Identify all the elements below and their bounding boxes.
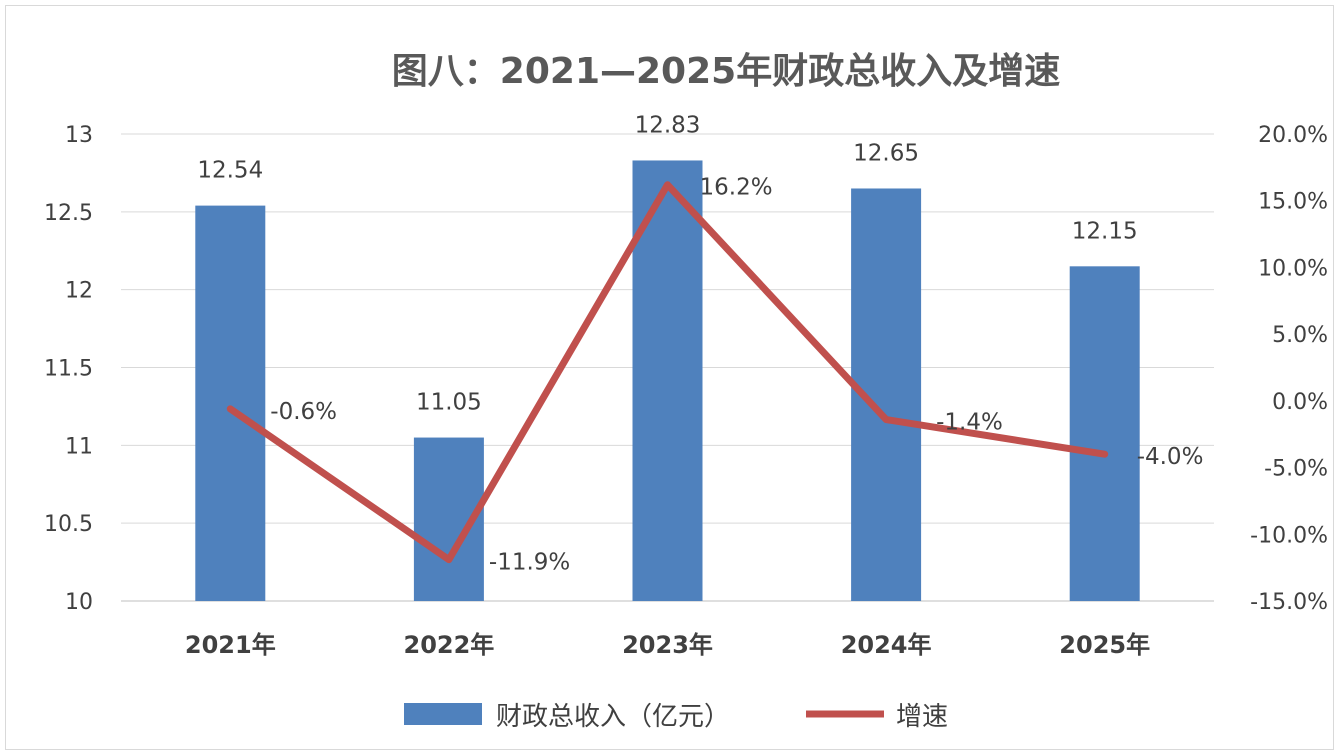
y-right-tick-label: 10.0% [1258,256,1328,281]
legend-swatch-bar [404,703,482,725]
legend-label-line: 增速 [896,702,948,732]
x-tick-label: 2023年 [622,631,713,659]
data-labels: 12.54 11.05 12.83 12.65 12.15 -0.6% -11.9% 16.2… [197,112,1203,575]
y-left-tick-label: 12 [65,279,93,304]
line-data-label: -11.9% [489,550,570,576]
axes: 10 10.5 11 11.5 12 12.5 13 -15.0% -10.0% -5.0% 0.0… [44,123,1328,659]
line-point [1102,452,1107,457]
bar-data-label: 12.83 [635,112,701,138]
line-data-label: -1.4% [936,410,1003,436]
combo-chart: 图八：2021—2025年财政总收入及增速 12.5411.0512.8312.… [44,51,1328,732]
y-left-tick-label: 10 [65,590,93,615]
y-right-tick-label: -10.0% [1250,523,1328,548]
line-data-label: -4.0% [1137,444,1204,470]
x-tick-label: 2025年 [1059,631,1150,659]
line-point [446,557,451,562]
y-left-tick-label: 11 [65,434,93,459]
line-data-label: 16.2% [700,175,773,201]
y-right-tick-label: 15.0% [1258,190,1328,215]
line-series [226,181,1109,564]
bar [195,205,266,601]
bar [632,160,703,602]
x-tick-label: 2022年 [404,631,495,659]
x-tick-label: 2021年 [185,631,276,659]
bar-data-label: 12.54 [197,158,263,184]
y-left-tick-label: 12.5 [44,201,93,226]
legend-label-bar: 财政总收入（亿元） [496,702,730,732]
line-data-label: -0.6% [270,399,337,425]
y-left-tick-label: 10.5 [44,512,93,537]
y-right-tick-label: -15.0% [1250,590,1328,615]
chart-title: 图八：2021—2025年财政总收入及增速 [392,51,1060,92]
bar-data-label: 11.05 [416,390,482,416]
line-point [665,182,670,187]
bar [1069,266,1140,601]
line-point [228,406,233,411]
x-tick-label: 2024年 [841,631,932,659]
y-right-tick-label: 20.0% [1258,123,1328,148]
bar-data-label: 12.15 [1072,218,1138,244]
y-right-tick-label: 0.0% [1272,390,1328,415]
y-right-tick-label: 5.0% [1272,323,1328,348]
y-left-tick-label: 13 [65,123,93,148]
y-right-tick-label: -5.0% [1264,457,1328,482]
bar-data-label: 12.65 [853,140,919,166]
legend: 财政总收入（亿元） 增速 [404,702,948,732]
bar-series [195,160,1140,602]
chart-frame: 图八：2021—2025年财政总收入及增速 12.54 11.05 12.83 12.… [5,5,1334,750]
y-left-tick-label: 11.5 [44,357,93,382]
line-point [884,417,889,422]
